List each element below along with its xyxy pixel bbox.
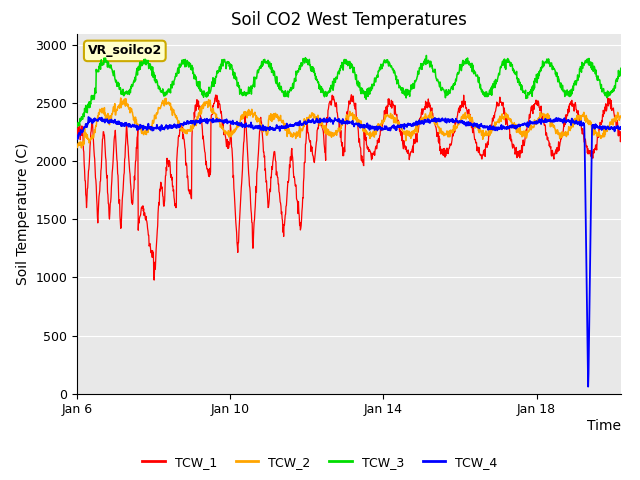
Text: Time: Time [587, 419, 621, 433]
Legend: TCW_1, TCW_2, TCW_3, TCW_4: TCW_1, TCW_2, TCW_3, TCW_4 [138, 451, 502, 474]
Title: Soil CO2 West Temperatures: Soil CO2 West Temperatures [231, 11, 467, 29]
Text: VR_soilco2: VR_soilco2 [88, 44, 162, 58]
Y-axis label: Soil Temperature (C): Soil Temperature (C) [15, 143, 29, 285]
